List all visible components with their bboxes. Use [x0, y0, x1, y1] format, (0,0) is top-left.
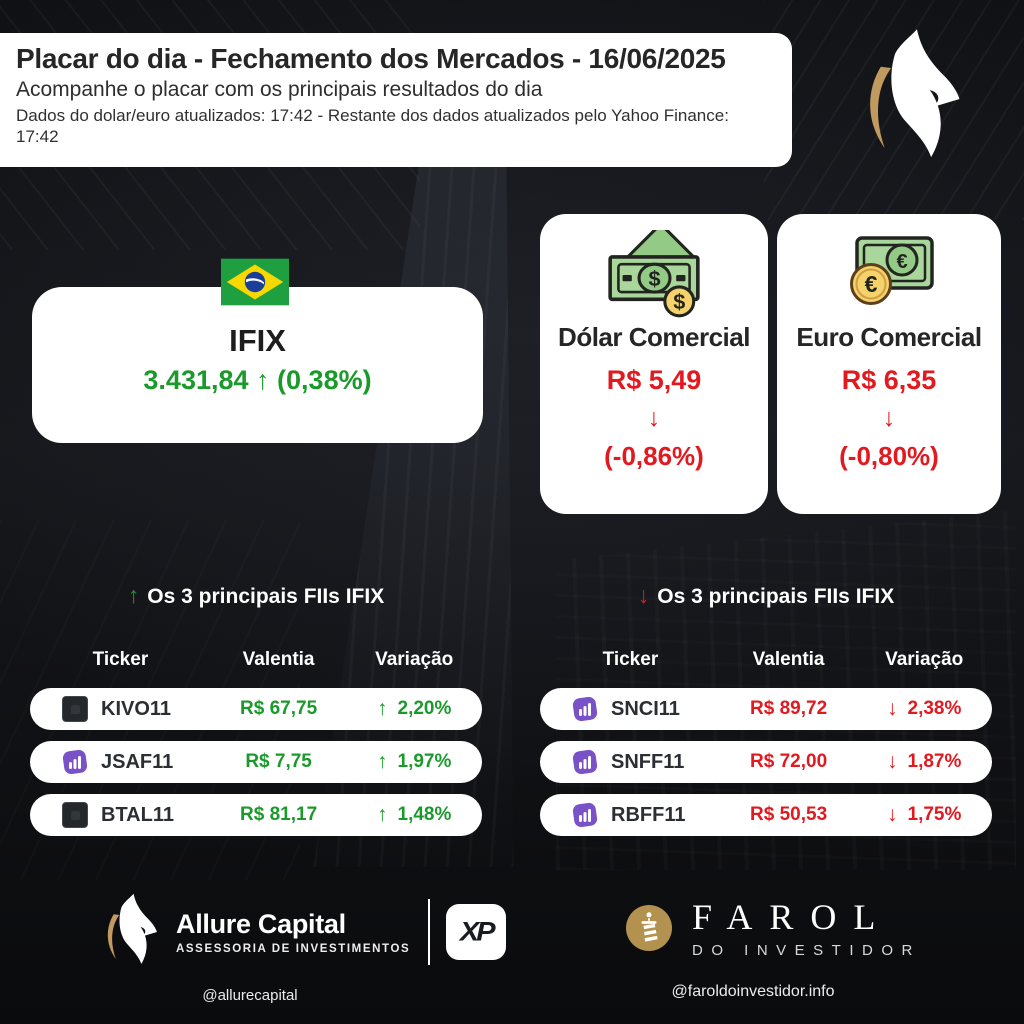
ticker-label: JSAF11 [101, 750, 174, 773]
up-arrow-icon: ↑ [256, 365, 270, 395]
down-arrow-icon: ↓ [647, 404, 661, 432]
allure-tagline: ASSESSORIA DE INVESTIMENTOS [176, 943, 411, 955]
farol-logo: FAROL DO INVESTIDOR [626, 896, 921, 959]
dollar-value: R$ 5,49 [606, 365, 702, 395]
allure-handle: @allurecapital [202, 987, 298, 1004]
ifix-label: IFIX [229, 323, 286, 358]
gainers-section: ↑ Os 3 principais FIIs IFIX Ticker Valent… [30, 582, 482, 847]
svg-text:$: $ [673, 289, 685, 314]
row-value: R$ 72,00 [750, 751, 828, 772]
lighthouse-icon [626, 904, 672, 951]
ticker-label: RBFF11 [611, 803, 686, 826]
down-arrow-icon: ↓ [637, 582, 650, 608]
svg-text:€: € [864, 271, 877, 297]
row-pct: 2,38% [907, 698, 962, 719]
farol-name: FAROL [692, 897, 893, 937]
up-arrow-icon: ↑ [127, 582, 140, 608]
euro-bill-icon: € € [777, 230, 1001, 318]
ticker-label: SNCI11 [611, 697, 680, 720]
row-value: R$ 7,75 [245, 751, 312, 772]
losers-section: ↓ Os 3 principais FIIs IFIX Ticker Valent… [540, 582, 992, 847]
down-arrow-icon: ↓ [882, 404, 896, 432]
losers-column-headers: Ticker Valentia Variação [540, 649, 992, 671]
horse-logo-icon [843, 28, 978, 170]
ifix-value: 3.431,84 [143, 365, 249, 395]
row-value: R$ 89,72 [750, 698, 828, 719]
row-value: R$ 67,75 [240, 698, 318, 719]
table-row: BTAL11 R$ 81,17 ↑ 1,48% [30, 794, 482, 836]
row-pct: 2,20% [397, 698, 452, 719]
row-pct: 1,75% [907, 804, 962, 825]
ifix-pct: (0,38%) [277, 365, 372, 395]
page-subtitle: Acompanhe o placar com os principais res… [16, 78, 543, 101]
col-header-variation: Variação [375, 649, 454, 670]
chart-logo-icon [572, 749, 598, 775]
down-arrow-icon: ↓ [887, 803, 898, 826]
euro-card: € € Euro Comercial R$ 6,35 ↓ (-0,80%) [777, 214, 1001, 514]
down-arrow-icon: ↓ [887, 697, 898, 720]
farol-subtitle: DO INVESTIDOR [692, 942, 921, 959]
chart-logo-icon [572, 802, 598, 828]
dollar-pct: (-0,86%) [604, 441, 704, 471]
up-arrow-icon: ↑ [377, 697, 388, 720]
col-header-value: Valentia [242, 649, 315, 670]
euro-pct: (-0,80%) [839, 441, 939, 471]
chart-logo-icon [572, 696, 598, 722]
ifix-value-line: 3.431,84 ↑ (0,38%) [32, 365, 483, 396]
dollar-bill-icon: $ $ [540, 221, 768, 318]
table-row: RBFF11 R$ 50,53 ↓ 1,75% [540, 794, 992, 836]
losers-title-text: Os 3 principais FIIs IFIX [657, 585, 895, 608]
row-pct: 1,87% [907, 751, 962, 772]
header-banner: Placar do dia - Fechamento dos Mercados … [0, 33, 792, 167]
row-value: R$ 81,17 [240, 804, 318, 825]
dollar-title: Dólar Comercial [558, 322, 750, 352]
up-arrow-icon: ↑ [377, 803, 388, 826]
ticker-logo-icon [62, 802, 88, 828]
euro-title: Euro Comercial [796, 322, 982, 352]
svg-text:€: € [896, 251, 907, 273]
down-arrow-icon: ↓ [887, 750, 898, 773]
page-title: Placar do dia - Fechamento dos Mercados … [16, 43, 726, 74]
svg-text:$: $ [648, 266, 660, 291]
table-row: JSAF11 R$ 7,75 ↑ 1,97% [30, 741, 482, 783]
col-header-value: Valentia [752, 649, 825, 670]
ifix-card: IFIX 3.431,84 ↑ (0,38%) [32, 287, 483, 443]
row-value: R$ 50,53 [750, 804, 828, 825]
horse-logo-icon [107, 893, 157, 964]
table-row: KIVO11 R$ 67,75 ↑ 2,20% [30, 688, 482, 730]
brazil-flag-icon [221, 258, 289, 306]
chart-logo-icon [62, 749, 88, 775]
losers-title: ↓ Os 3 principais FIIs IFIX [540, 582, 992, 609]
ticker-label: KIVO11 [101, 697, 172, 720]
vertical-divider [428, 899, 431, 965]
xp-logo-text: XP [459, 916, 496, 947]
xp-logo: XP [446, 904, 507, 960]
allure-name: Allure Capital [176, 909, 346, 939]
row-pct: 1,48% [397, 804, 452, 825]
gainers-title: ↑ Os 3 principais FIIs IFIX [30, 582, 482, 609]
allure-capital-logo: Allure Capital ASSESSORIA DE INVESTIMENT… [98, 893, 507, 971]
table-row: SNFF11 R$ 72,00 ↓ 1,87% [540, 741, 992, 783]
dollar-card: $ $ Dólar Comercial R$ 5,49 ↓ (-0,86%) [540, 214, 768, 514]
ticker-label: BTAL11 [101, 803, 174, 826]
row-pct: 1,97% [397, 751, 452, 772]
table-row: SNCI11 R$ 89,72 ↓ 2,38% [540, 688, 992, 730]
farol-handle: @faroldoinvestidor.info [671, 983, 835, 1000]
gainers-column-headers: Ticker Valentia Variação [30, 649, 482, 671]
gainers-title-text: Os 3 principais FIIs IFIX [147, 585, 385, 608]
ticker-label: SNFF11 [611, 750, 685, 773]
col-header-variation: Variação [885, 649, 964, 670]
col-header-ticker: Ticker [92, 649, 149, 670]
update-note: Dados do dolar/euro atualizados: 17:42 -… [16, 106, 729, 147]
col-header-ticker: Ticker [602, 649, 659, 670]
up-arrow-icon: ↑ [377, 750, 388, 773]
ticker-logo-icon [62, 696, 88, 722]
euro-value: R$ 6,35 [841, 365, 937, 395]
